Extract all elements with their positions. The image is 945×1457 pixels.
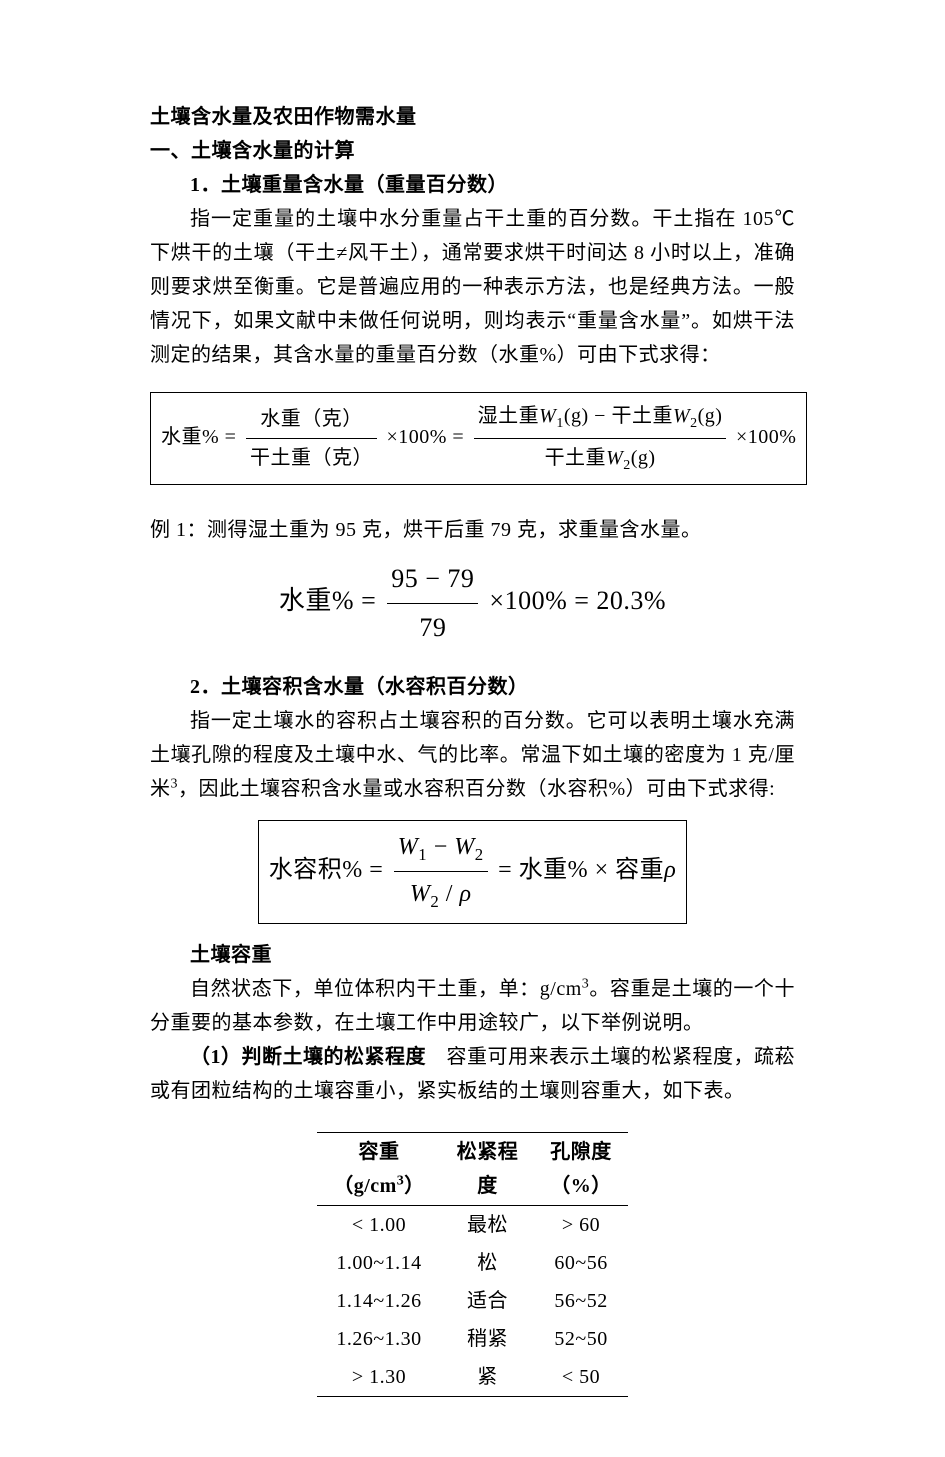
table-cell: 适合 bbox=[441, 1282, 535, 1320]
formula1-lhs: 水重% = bbox=[161, 426, 236, 448]
section-1-1-para: 指一定重量的土壤中水分重量占干土重的百分数。干土指在 105℃下烘干的土壤（干土… bbox=[150, 202, 795, 372]
table-cell: 松 bbox=[441, 1244, 535, 1282]
example-1-formula: 水重% = 95 − 79 79 ×100% = 20.3% bbox=[150, 557, 795, 650]
formula2-tail: = 水重% × 容重 bbox=[498, 857, 664, 883]
doc-title: 土壤含水量及农田作物需水量 bbox=[150, 100, 795, 134]
table-cell: 稍紧 bbox=[441, 1320, 535, 1358]
bulk-density-sub1: （1）判断土壤的松紧程度 容重可用来表示土壤的松紧程度，疏菘或有团粒结构的土壤容… bbox=[150, 1040, 795, 1108]
formula-2-container: 水容积% = W1 − W2 W2 / ρ = 水重% × 容重ρ bbox=[150, 806, 795, 938]
table-cell: 52~50 bbox=[534, 1320, 628, 1358]
section-1-heading: 一、土壤含水量的计算 bbox=[150, 134, 795, 168]
table-row: 1.00~1.14 松 60~56 bbox=[317, 1244, 628, 1282]
density-table: 容重 （g/cm3） 松紧程 度 孔隙度 （%） < 1.00 最 bbox=[317, 1132, 628, 1397]
formula1-frac2-num: 湿土重W1(g) − 干土重W2(g) bbox=[474, 399, 727, 439]
table-row: > 1.30 紧 < 50 bbox=[317, 1358, 628, 1397]
formula2-frac: W1 − W2 W2 / ρ bbox=[394, 827, 488, 917]
table-cell: < 50 bbox=[534, 1358, 628, 1397]
table-col-porosity: 孔隙度 （%） bbox=[534, 1132, 628, 1205]
density-table-container: 容重 （g/cm3） 松紧程 度 孔隙度 （%） < 1.00 最 bbox=[150, 1132, 795, 1397]
formula1-frac2-den: 干土重W2(g) bbox=[474, 439, 727, 478]
table-cell: 1.26~1.30 bbox=[317, 1320, 441, 1358]
ex1-frac: 95 − 79 79 bbox=[387, 557, 478, 650]
formula1-frac1: 水重（克） 干土重（克） bbox=[246, 402, 377, 475]
table-cell: 1.00~1.14 bbox=[317, 1244, 441, 1282]
section-1-1-heading: 1．土壤重量含水量（重量百分数） bbox=[150, 168, 795, 202]
table-cell: 最松 bbox=[441, 1205, 535, 1244]
bulk-density-heading: 土壤容重 bbox=[150, 938, 795, 972]
formula2-den: W2 / ρ bbox=[394, 872, 488, 916]
formula-volume-water: 水容积% = W1 − W2 W2 / ρ = 水重% × 容重ρ bbox=[258, 820, 687, 924]
ex1-mid: ×100% = bbox=[489, 586, 596, 615]
formula1-frac1-num: 水重（克） bbox=[246, 402, 377, 439]
table-row: 1.14~1.26 适合 56~52 bbox=[317, 1282, 628, 1320]
table-row: < 1.00 最松 > 60 bbox=[317, 1205, 628, 1244]
table-col-tightness: 松紧程 度 bbox=[441, 1132, 535, 1205]
section-1-2-para: 指一定土壤水的容积占土壤容积的百分数。它可以表明土壤水充满土壤孔隙的程度及土壤中… bbox=[150, 704, 795, 806]
table-col-density: 容重 （g/cm3） bbox=[317, 1132, 441, 1205]
table-cell: 60~56 bbox=[534, 1244, 628, 1282]
formula2-num: W1 − W2 bbox=[394, 827, 488, 872]
ex1-num: 95 − 79 bbox=[387, 557, 478, 604]
formula-weight-water: 水重% = 水重（克） 干土重（克） ×100% = 湿土重W1(g) − 干土… bbox=[150, 392, 807, 485]
table-row: 1.26~1.30 稍紧 52~50 bbox=[317, 1320, 628, 1358]
formula2-lhs: 水容积% = bbox=[269, 857, 384, 883]
table-cell: < 1.00 bbox=[317, 1205, 441, 1244]
table-cell: > 60 bbox=[534, 1205, 628, 1244]
table-cell: 紧 bbox=[441, 1358, 535, 1397]
formula1-mid1: ×100% = bbox=[386, 426, 464, 448]
formula-1-container: 水重% = 水重（克） 干土重（克） ×100% = 湿土重W1(g) − 干土… bbox=[150, 378, 795, 499]
ex1-lhs: 水重% = bbox=[279, 586, 376, 615]
section-1-2-heading: 2．土壤容积含水量（水容积百分数） bbox=[150, 670, 795, 704]
bulk-density-para: 自然状态下，单位体积内干土重，单：g/cm3。容重是土壤的一个十分重要的基本参数… bbox=[150, 972, 795, 1040]
table-header-row: 容重 （g/cm3） 松紧程 度 孔隙度 （%） bbox=[317, 1132, 628, 1205]
formula1-frac1-den: 干土重（克） bbox=[246, 439, 377, 475]
table-cell: > 1.30 bbox=[317, 1358, 441, 1397]
ex1-result: 20.3% bbox=[596, 586, 666, 615]
document-page: 土壤含水量及农田作物需水量 一、土壤含水量的计算 1．土壤重量含水量（重量百分数… bbox=[0, 0, 945, 1457]
bulk-sub1-label: （1）判断土壤的松紧程度 bbox=[190, 1046, 426, 1068]
formula1-tail: ×100% bbox=[736, 426, 796, 448]
example-1-label: 例 1：测得湿土重为 95 克，烘干后重 79 克，求重量含水量。 bbox=[150, 513, 795, 547]
ex1-den: 79 bbox=[387, 604, 478, 650]
formula1-frac2: 湿土重W1(g) − 干土重W2(g) 干土重W2(g) bbox=[474, 399, 727, 478]
table-cell: 56~52 bbox=[534, 1282, 628, 1320]
table-cell: 1.14~1.26 bbox=[317, 1282, 441, 1320]
